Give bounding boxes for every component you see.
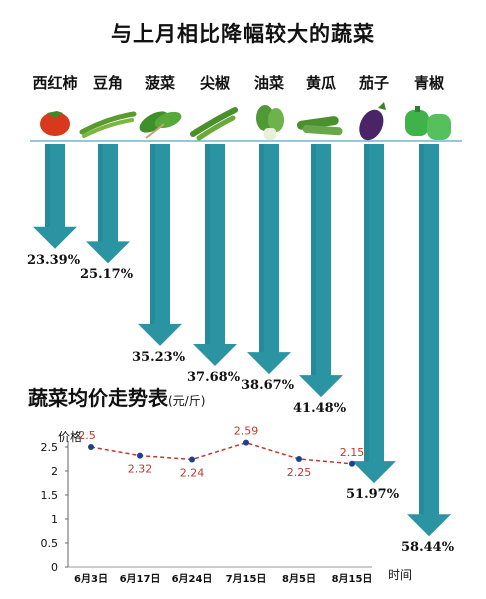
price-value-label: 2.15 (340, 446, 365, 459)
vegetable-label: 尖椒 (199, 74, 230, 92)
decline-arrow (86, 144, 130, 264)
vegetable-label: 豆角 (92, 74, 123, 92)
trend-title-text: 蔬菜均价走势表 (28, 386, 168, 410)
decline-arrow (407, 144, 451, 537)
y-tick-label: 0.5 (41, 537, 59, 550)
price-point (296, 456, 302, 462)
price-value-label: 2.32 (128, 463, 153, 476)
decline-arrow (138, 144, 182, 346)
decline-value-label: 37.68% (187, 369, 241, 385)
decline-value-label: 41.48% (293, 401, 347, 417)
price-value-label: 2.59 (234, 425, 259, 438)
y-axis-label: 价格 (58, 430, 83, 444)
x-tick-label: 8月5日 (282, 573, 316, 585)
x-tick-label: 6月3日 (74, 573, 108, 585)
price-point (243, 439, 249, 446)
green-bean-icon (79, 111, 137, 138)
price-point (137, 452, 143, 459)
vegetable-label: 茄子 (358, 74, 389, 92)
decline-value-label: 23.39% (27, 252, 81, 268)
pepper-icon (190, 107, 238, 141)
y-tick-label: 2 (51, 465, 58, 478)
bell-pepper-icon (405, 106, 451, 140)
vegetable-label: 菠菜 (144, 74, 175, 92)
decline-value-label: 38.67% (241, 378, 295, 394)
y-tick-label: 0 (51, 561, 58, 574)
decline-value-label: 25.17% (80, 267, 134, 283)
decline-arrow (299, 144, 343, 398)
trend-title: 蔬菜均价走势表(元/斤) (28, 382, 205, 411)
vegetable-label: 油菜 (253, 74, 284, 92)
bok-choy-icon (256, 105, 284, 140)
decline-arrow (33, 144, 77, 249)
page-title: 与上月相比降幅较大的蔬菜 (111, 22, 375, 46)
decline-arrow (352, 144, 396, 484)
y-tick-label: 1 (51, 513, 58, 526)
price-value-label: 2.24 (180, 466, 205, 479)
cucumber-icon (296, 116, 343, 136)
decline-arrow (247, 144, 291, 375)
x-tick-label: 6月17日 (120, 573, 161, 585)
decline-value-label: 51.97% (346, 487, 400, 503)
price-point (88, 444, 94, 450)
spinach-icon (139, 111, 182, 139)
decline-arrow (193, 144, 237, 366)
price-point (189, 456, 195, 463)
vegetable-label: 青椒 (413, 74, 444, 92)
trend-unit: (元/斤) (168, 394, 206, 408)
x-tick-label: 8月15日 (332, 573, 373, 585)
price-value-label: 2.25 (287, 466, 312, 479)
vegetable-label: 西红柿 (32, 74, 78, 92)
decline-value-label: 58.44% (401, 540, 455, 556)
y-tick-label: 1.5 (41, 489, 59, 502)
price-line (90, 441, 353, 465)
price-point (349, 460, 355, 467)
y-tick-label: 2.5 (41, 441, 59, 454)
tomato-icon (40, 111, 70, 136)
decline-value-label: 35.23% (132, 349, 186, 365)
x-axis-label: 时间 (388, 568, 413, 582)
vegetable-label: 黄瓜 (305, 74, 336, 92)
x-tick-label: 7月15日 (226, 573, 267, 585)
eggplant-icon (359, 102, 386, 141)
x-tick-label: 6月24日 (172, 573, 213, 585)
